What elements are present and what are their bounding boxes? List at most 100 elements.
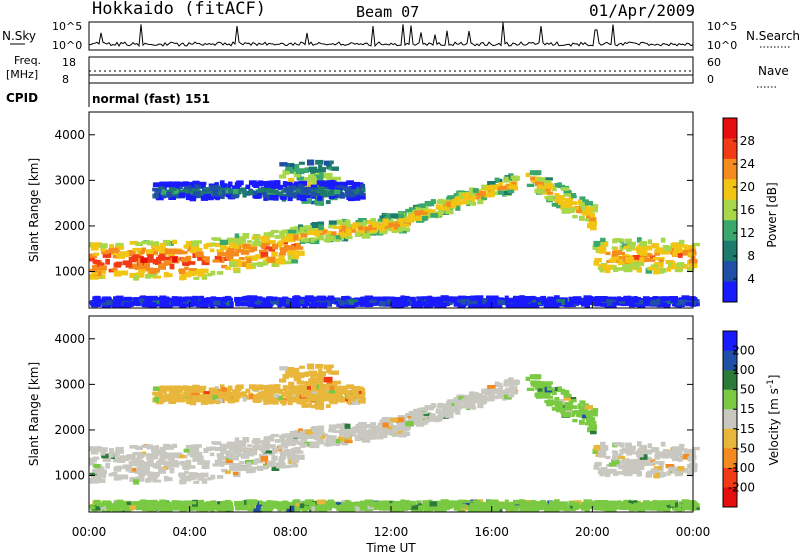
power-cell-2436: [513, 296, 522, 301]
power-cell-814: [547, 197, 556, 201]
power-cell-2319: [675, 299, 681, 306]
power-cell-167: [138, 262, 143, 267]
power-cell-2376: [135, 302, 141, 307]
velocity-cell-186: [178, 454, 185, 459]
velocity-cell-953: [674, 473, 683, 477]
velocity-cell-677: [415, 419, 423, 425]
power-cell-2296: [144, 295, 151, 302]
velocity-cell-2143: [211, 501, 217, 507]
power-cell-516: [358, 218, 363, 223]
velocity-cell-1432: [272, 387, 280, 393]
velocity-cell-63: [108, 452, 114, 458]
power-cell-669: [441, 205, 450, 211]
velocity-cell-1036: [285, 367, 295, 372]
power-cell-518: [345, 228, 351, 234]
velocity-cell-751: [582, 415, 591, 420]
power-cell-2402: [367, 301, 374, 306]
power-cell-49: [100, 274, 106, 279]
power-cell-851: [686, 266, 695, 272]
power-cell-1415: [300, 188, 309, 194]
velocity-cell-160: [131, 459, 138, 466]
velocity-cell-1164: [323, 397, 330, 402]
power-cell-830: [666, 267, 672, 272]
power-cell-2154: [253, 302, 263, 309]
velocity-cell-501: [379, 429, 385, 436]
power-cell-441: [379, 215, 384, 219]
velocity-cell-1040: [318, 371, 326, 377]
velocity-cell-1380: [228, 385, 233, 391]
velocity-cell-2241: [311, 506, 318, 512]
velocity-cell-810: [537, 381, 546, 386]
power-cell-1420: [287, 181, 293, 186]
velocity-cell-2396: [96, 502, 105, 507]
velocity-cell-2367: [402, 505, 410, 510]
power-cell-696: [429, 209, 436, 215]
velocity-cell-432: [356, 434, 366, 438]
velocity-cell-2402: [367, 505, 374, 510]
velocity-cell-808: [537, 390, 547, 394]
velocity-cell-146: [141, 444, 149, 448]
power-cell-1427: [336, 185, 344, 189]
velocity-cell-318: [252, 444, 262, 450]
velocity-cell-2286: [440, 499, 449, 506]
power-cell-740: [544, 177, 553, 181]
power-cell-2321: [260, 303, 268, 308]
velocity-cell-546: [424, 405, 432, 411]
power-cell-2302: [628, 296, 638, 300]
power-cell-952: [608, 258, 617, 263]
power-cell-645: [445, 209, 454, 215]
power-cell-694: [479, 191, 486, 197]
velocity-cell-26: [164, 460, 171, 466]
power-cell-135: [94, 266, 102, 271]
power-cell-602: [493, 184, 502, 191]
velocity-cell-159: [135, 462, 141, 467]
date-title: 01/Apr/2009: [589, 1, 695, 20]
velocity-cell-306: [229, 465, 237, 472]
power-cell-15: [89, 253, 97, 259]
power-cell-463: [298, 224, 303, 229]
velocity-cell-1388: [272, 399, 278, 404]
velocity-cell-2358: [161, 507, 169, 512]
velocity-cell-613: [441, 403, 446, 409]
velocity-cell-1321: [164, 387, 170, 392]
velocity-cell-968: [599, 449, 606, 454]
velocity-cell-1006: [331, 370, 339, 375]
power-colorbar-tick-label-4: 20: [740, 180, 755, 194]
power-cell-277: [280, 248, 286, 253]
power-cell-944: [653, 262, 663, 266]
velocity-cell-48: [197, 459, 206, 465]
power-cell-2044: [361, 303, 367, 307]
power-cell-842: [618, 260, 627, 266]
velocity-cell-164: [145, 453, 154, 457]
power-cell-937: [603, 241, 608, 247]
velocity-cell-342: [287, 433, 297, 438]
power-cell-813: [585, 207, 595, 211]
power-cell-893: [635, 265, 640, 270]
power-cell-1388: [272, 195, 278, 200]
power-cell-677: [415, 215, 423, 221]
velocity-cell-2279: [360, 500, 367, 507]
power-cell-722: [554, 193, 560, 197]
velocity-cell-2378: [584, 507, 591, 512]
power-cell-815: [590, 226, 597, 231]
velocity-cell-1758: [234, 500, 243, 506]
velocity-cell-378: [313, 434, 323, 441]
velocity-cell-417: [330, 435, 337, 442]
velocity-cell-1178: [214, 386, 219, 391]
velocity-cell-2388: [633, 502, 639, 507]
velocity-cell-2296: [144, 499, 151, 506]
power-cell-840: [668, 246, 674, 251]
velocity-cell-1052: [324, 364, 331, 370]
power-cell-438: [306, 237, 311, 243]
power-cell-467: [381, 214, 386, 220]
velocity-cell-1332: [257, 384, 264, 391]
power-cell-674: [423, 208, 432, 212]
power-cell-2143: [211, 297, 217, 303]
velocity-cell-854: [629, 451, 637, 455]
velocity-cell-1329: [189, 399, 197, 406]
velocity-cell-163: [155, 465, 162, 469]
freq-tick-bottom: 8: [62, 73, 69, 86]
velocity-cell-267: [281, 439, 289, 444]
velocity-cell-958: [660, 455, 670, 459]
velocity-cell-722: [554, 397, 560, 401]
